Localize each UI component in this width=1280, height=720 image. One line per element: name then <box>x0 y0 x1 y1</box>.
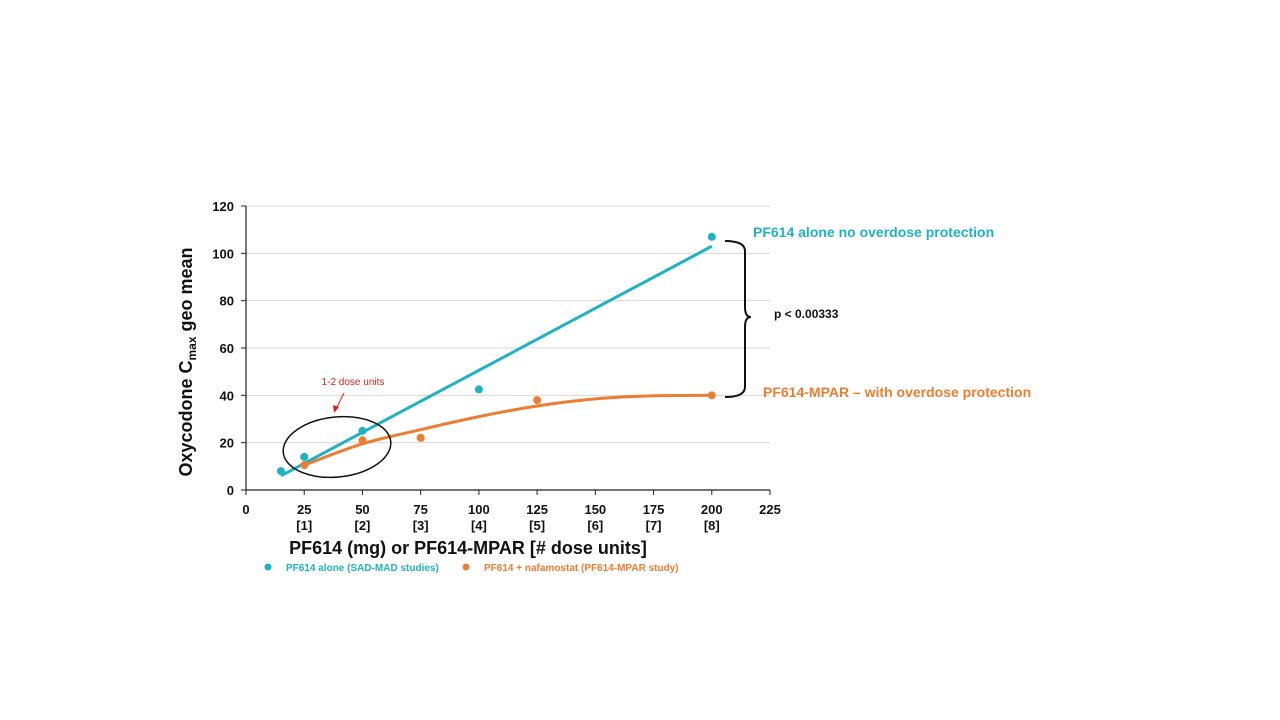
data-point-series-1 <box>533 396 542 405</box>
y-axis-title-rest: geo mean <box>176 247 196 336</box>
axes <box>241 205 771 495</box>
x-tick-label: 200 <box>701 502 723 517</box>
x-tick-labels: 0 25 50 75 100 125 150 175 200 225 <box>242 502 780 517</box>
x-tick-label: 100 <box>468 502 490 517</box>
dose-unit-label: [7] <box>646 518 662 533</box>
annotation-dose-units: 1-2 dose units <box>322 377 385 388</box>
annotation-arrowhead <box>333 405 339 413</box>
y-tick-labels: 0 20 40 60 80 100 120 <box>212 199 234 498</box>
legend-label-mpar: PF614 + nafamostat (PF614-MPAR study) <box>484 563 679 574</box>
grid-lines <box>246 205 770 444</box>
dose-unit-label: [3] <box>413 518 429 533</box>
trend-lines <box>280 244 713 478</box>
y-tick-label: 100 <box>212 246 234 261</box>
annotation-mpar: PF614-MPAR – with overdose protection <box>763 384 1031 400</box>
y-tick-label: 40 <box>220 388 234 403</box>
dose-unit-label: [5] <box>529 518 545 533</box>
data-points <box>276 232 716 476</box>
y-axis-title-subscript: max <box>185 336 199 360</box>
x-tick-label: 25 <box>297 502 311 517</box>
data-point-series-0 <box>474 385 483 394</box>
y-tick-label: 20 <box>220 436 234 451</box>
dose-unit-label: [2] <box>354 518 370 533</box>
data-point-series-0 <box>358 426 367 435</box>
significance-bracket <box>724 240 752 398</box>
x-tick-label: 175 <box>643 502 665 517</box>
x-tick-label: 75 <box>413 502 427 517</box>
y-tick-label: 120 <box>212 199 234 214</box>
x-tick-label: 225 <box>759 502 781 517</box>
y-tick-label: 60 <box>220 341 234 356</box>
dose-unit-label: [8] <box>704 518 720 533</box>
dose-unit-label: [4] <box>471 518 487 533</box>
x-axis-title: PF614 (mg) or PF614-MPAR [# dose units] <box>289 538 647 558</box>
annotation-alone: PF614 alone no overdose protection <box>753 224 994 240</box>
y-axis-title-main: Oxycodone C <box>176 361 196 477</box>
x-tick-label: 150 <box>584 502 606 517</box>
y-tick-label: 0 <box>227 483 234 498</box>
y-tick-label: 80 <box>220 294 234 309</box>
data-point-series-1 <box>300 461 309 470</box>
dose-unit-label: [6] <box>587 518 603 533</box>
legend-label-alone: PF614 alone (SAD-MAD studies) <box>286 563 439 574</box>
legend: PF614 alone (SAD-MAD studies) PF614 + na… <box>264 563 679 574</box>
dose-unit-label: [1] <box>296 518 312 533</box>
legend-marker-mpar <box>462 563 470 571</box>
data-point-series-0 <box>707 232 716 241</box>
annotation-pvalue: p < 0.00333 <box>774 307 839 321</box>
data-point-series-1 <box>707 391 716 400</box>
low-dose-highlight-ellipse <box>282 415 392 479</box>
y-axis-title: Oxycodone Cmax geo mean <box>176 247 199 476</box>
data-point-series-1 <box>358 436 367 445</box>
dose-unit-labels: [1] [2] [3] [4] [5] [6] [7] [8] <box>296 518 719 533</box>
trend-line-0 <box>280 244 713 478</box>
data-point-series-0 <box>300 452 309 461</box>
annotation-arrow <box>335 392 345 410</box>
x-tick-label: 0 <box>242 502 249 517</box>
trend-curve-1 <box>303 393 712 467</box>
data-point-series-1 <box>416 433 425 442</box>
legend-marker-alone <box>264 563 272 571</box>
x-tick-label: 50 <box>355 502 369 517</box>
data-point-series-0 <box>276 467 285 476</box>
x-tick-label: 125 <box>526 502 548 517</box>
